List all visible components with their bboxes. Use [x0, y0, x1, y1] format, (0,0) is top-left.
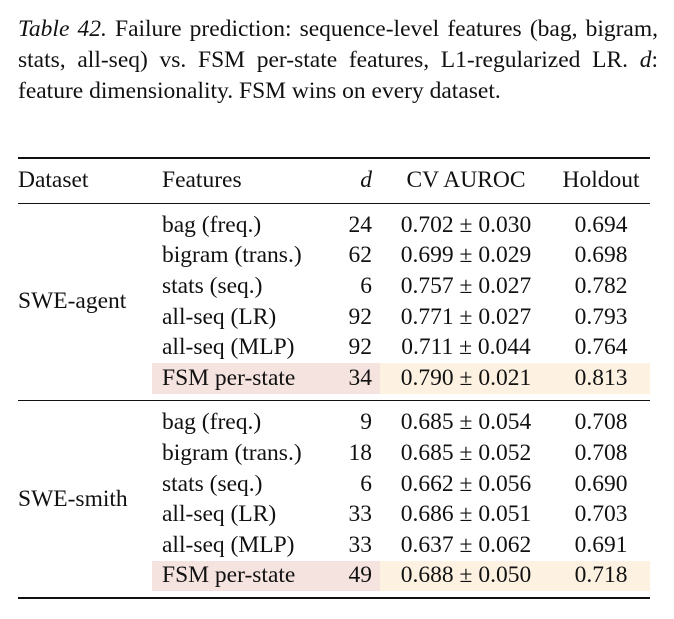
- table-cell: 0.764: [574, 334, 628, 361]
- table-cell: FSM per-state: [162, 560, 340, 592]
- table-row: stats (seq.) 6 0.662 ± 0.056 0.690: [18, 469, 650, 500]
- table-cell: 6: [360, 470, 372, 497]
- table-cell: 0.698: [574, 242, 628, 269]
- caption-symbol: d: [639, 47, 652, 73]
- spacer-cell: [18, 394, 650, 401]
- table-cell: all-seq (MLP): [162, 334, 295, 361]
- table-cell: 0.757 ± 0.027: [400, 272, 532, 299]
- table-cell: 0.711 ± 0.044: [401, 334, 531, 361]
- caption: Table 42. Failure prediction: sequence-l…: [18, 14, 658, 107]
- table-cell: 49: [340, 560, 380, 592]
- table-cell: 0.686 ± 0.051: [400, 501, 532, 528]
- table-group: SWE-smith bag (freq.) 9 0.685 ± 0.054 0.708 b…: [18, 401, 650, 599]
- table-cell: 0.694: [574, 211, 628, 238]
- table-row: all-seq (MLP) 33 0.637 ± 0.062 0.691: [18, 530, 650, 561]
- table-cell: stats (seq.): [162, 470, 263, 497]
- column-header: d: [360, 167, 372, 194]
- table-cell: 6: [360, 272, 372, 299]
- column-header: Holdout: [562, 167, 640, 194]
- caption-text: Failure prediction: sequence-level featu…: [18, 16, 659, 73]
- table-cell: 0.782: [574, 272, 628, 299]
- table-cell: bag (freq.): [162, 409, 262, 436]
- table-row: bigram (trans.) 18 0.685 ± 0.052 0.708: [18, 438, 650, 469]
- table-row: SWE-smith bag (freq.) 9 0.685 ± 0.054 0.708: [18, 408, 650, 511]
- table-cell: 62: [348, 242, 373, 269]
- table-cell: 0.688 ± 0.050: [380, 560, 552, 592]
- table-row: stats (seq.) 6 0.757 ± 0.027 0.782: [18, 271, 650, 302]
- table-group: SWE-agent bag (freq.) 24 0.702 ± 0.030 0.694…: [18, 203, 650, 401]
- table-cell: 0.702 ± 0.030: [400, 211, 532, 238]
- table-cell: bag (freq.): [162, 211, 262, 238]
- spacer-cell: [18, 203, 650, 210]
- table-cell: bigram (trans.): [162, 439, 302, 466]
- table-cell: 34: [340, 362, 380, 394]
- table-cell: stats (seq.): [162, 272, 263, 299]
- table-row: FSM per-state 34 0.790 ± 0.021 0.813: [18, 362, 650, 394]
- table-row: SWE-agent bag (freq.) 24 0.702 ± 0.030 0.694: [18, 210, 650, 314]
- spacer: [18, 401, 650, 408]
- dataset-cell: SWE-smith: [18, 485, 128, 512]
- table-cell: FSM per-state: [162, 362, 340, 394]
- table-cell: 92: [348, 303, 373, 330]
- table-cell: 0.699 ± 0.029: [400, 242, 532, 269]
- table-cell: 0.771 ± 0.027: [400, 303, 532, 330]
- spacer-cell: [18, 591, 650, 598]
- table-cell: all-seq (LR): [162, 303, 277, 330]
- table-cell: 9: [360, 409, 372, 436]
- spacer: [18, 394, 650, 401]
- spacer: [18, 591, 650, 598]
- table-cell: 0.703: [574, 501, 628, 528]
- caption-label: Table 42.: [18, 16, 107, 42]
- table-cell: 0.685 ± 0.054: [400, 409, 532, 436]
- results-table: Dataset Features d CV AUROC Holdout SWE-agen…: [18, 157, 650, 599]
- table-cell: 33: [348, 501, 373, 528]
- table-row: all-seq (LR) 33 0.686 ± 0.051 0.703: [18, 499, 650, 530]
- spacer: [18, 203, 650, 210]
- table-row: bigram (trans.) 62 0.699 ± 0.029 0.698: [18, 241, 650, 272]
- column-header: Features: [162, 167, 242, 194]
- caption-text: : feature dimensionality. FSM wins on ev…: [18, 47, 658, 104]
- header-row: Dataset Features d CV AUROC Holdout: [18, 158, 650, 203]
- dataset-cell: SWE-agent: [18, 288, 127, 315]
- table-row: FSM per-state 49 0.688 ± 0.050 0.718: [18, 560, 650, 592]
- table-cell: 0.718: [552, 560, 650, 592]
- table-cell: 0.708: [574, 409, 628, 436]
- table-cell: 18: [348, 439, 373, 466]
- table-cell: 0.793: [574, 303, 628, 330]
- table-cell: 33: [348, 531, 373, 558]
- table-cell: 0.691: [574, 531, 628, 558]
- table-cell: 0.813: [552, 362, 650, 394]
- table-cell: all-seq (LR): [162, 501, 277, 528]
- table-cell: 0.685 ± 0.052: [400, 439, 532, 466]
- table-cell: 0.690: [574, 470, 628, 497]
- table-cell: 0.708: [574, 439, 628, 466]
- table-cell: 24: [348, 211, 373, 238]
- table-cell: all-seq (MLP): [162, 531, 295, 558]
- spacer-cell: [18, 401, 650, 408]
- table-header: Dataset Features d CV AUROC Holdout: [18, 158, 650, 203]
- table-cell: bigram (trans.): [162, 242, 302, 269]
- table-row: all-seq (LR) 92 0.771 ± 0.027 0.793: [18, 302, 650, 333]
- table-cell: 0.637 ± 0.062: [400, 531, 532, 558]
- table-cell: 0.790 ± 0.021: [380, 362, 552, 394]
- column-header: Dataset: [18, 167, 89, 194]
- table-cell: 92: [348, 334, 373, 361]
- table-cell: 0.662 ± 0.056: [400, 470, 532, 497]
- column-header: CV AUROC: [406, 167, 526, 194]
- table-row: all-seq (MLP) 92 0.711 ± 0.044 0.764: [18, 332, 650, 363]
